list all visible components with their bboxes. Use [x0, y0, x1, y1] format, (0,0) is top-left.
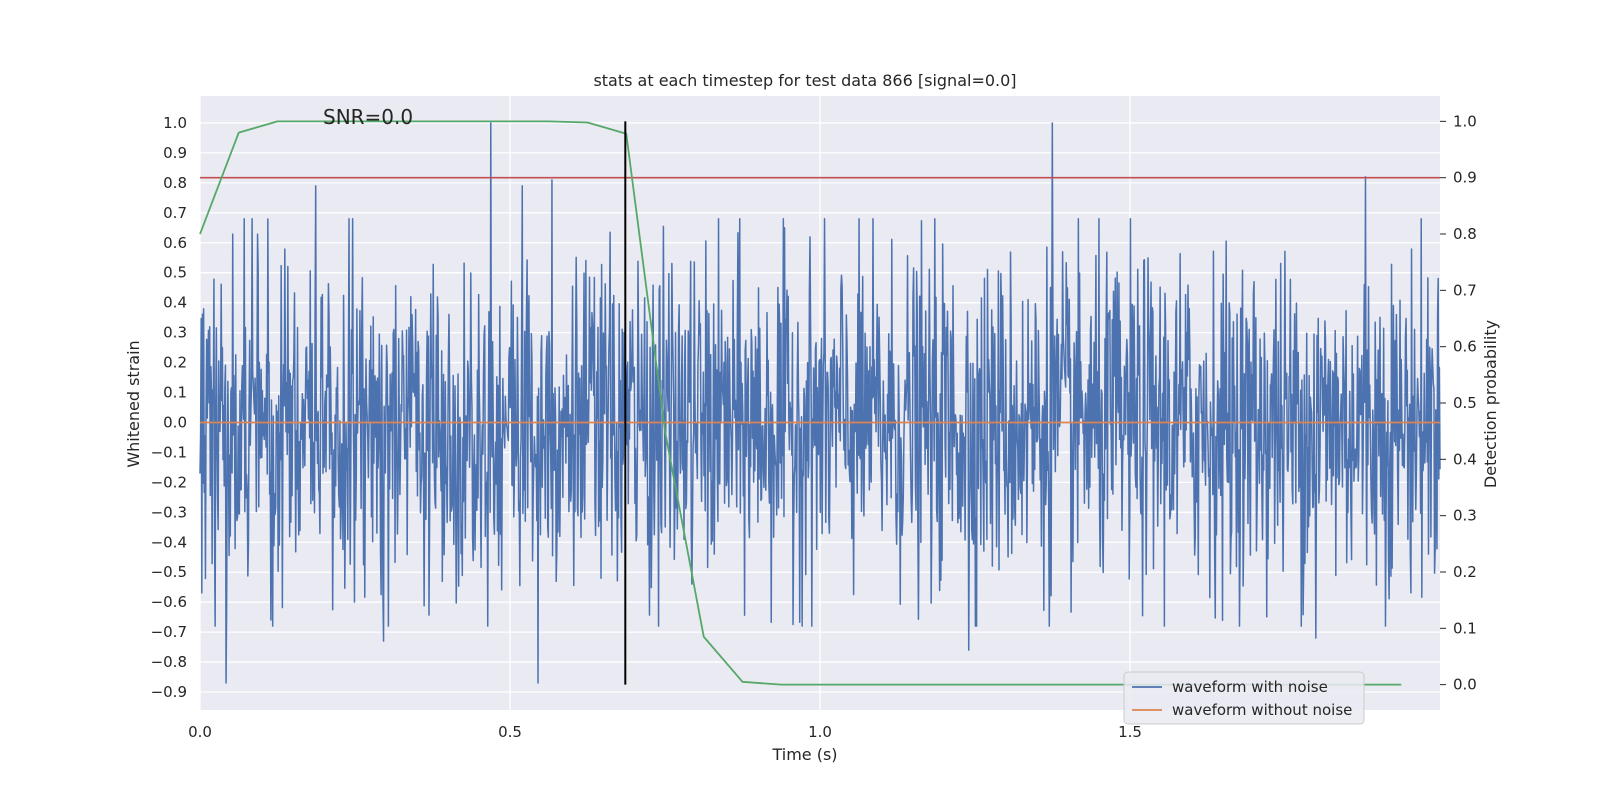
y-tick-label: −0.1 — [151, 443, 187, 461]
y-tick-label: −0.8 — [151, 653, 187, 671]
y-tick-label: −0.9 — [151, 683, 187, 701]
y-tick-label: 0.5 — [163, 264, 187, 282]
x-tick-label: 0.5 — [498, 723, 522, 741]
y2-tick-label: 0.1 — [1453, 619, 1477, 637]
series-waveform-with-noise — [199, 122, 1441, 684]
x-tick-label: 0.0 — [188, 723, 212, 741]
y-tick-label: 0.9 — [163, 144, 187, 162]
y-tick-label: −0.6 — [151, 593, 187, 611]
y2-axis-ticks: 0.0 0.1 0.2 0.3 0.4 0.5 0.6 0.7 0.8 0.9 1.0 — [1440, 112, 1477, 694]
y2-tick-label: 0.6 — [1453, 338, 1477, 356]
y2-tick-label: 0.7 — [1453, 281, 1477, 299]
y-tick-label: 0.8 — [163, 174, 187, 192]
y2-tick-label: 0.2 — [1453, 563, 1477, 581]
y-tick-label: 1.0 — [163, 114, 187, 132]
y2-tick-label: 0.5 — [1453, 394, 1477, 412]
y-tick-label: 0.4 — [163, 294, 187, 312]
x-axis-ticks: 0.0 0.5 1.0 1.5 — [188, 723, 1142, 741]
snr-annotation: SNR=0.0 — [323, 105, 413, 129]
x-axis-label: Time (s) — [771, 745, 837, 764]
y2-axis-label: Detection probability — [1481, 320, 1500, 488]
y2-tick-label: 0.0 — [1453, 676, 1477, 694]
legend-label: waveform without noise — [1172, 701, 1352, 719]
y-tick-label: −0.3 — [151, 503, 187, 521]
legend-label: waveform with noise — [1172, 678, 1328, 696]
x-tick-label: 1.5 — [1118, 723, 1142, 741]
chart-title: stats at each timestep for test data 866… — [593, 71, 1016, 90]
y-tick-label: 0.0 — [163, 413, 187, 431]
y-tick-label: 0.2 — [163, 354, 187, 372]
y-tick-label: 0.3 — [163, 324, 187, 342]
y-tick-label: −0.2 — [151, 473, 187, 491]
y-tick-label: −0.7 — [151, 623, 187, 641]
y2-tick-label: 0.4 — [1453, 450, 1477, 468]
y-tick-label: −0.4 — [151, 533, 187, 551]
y2-tick-label: 0.3 — [1453, 507, 1477, 525]
x-tick-label: 1.0 — [808, 723, 832, 741]
y-axis-label: Whitened strain — [124, 340, 143, 467]
y-axis-ticks: −0.9 −0.8 −0.7 −0.6 −0.5 −0.4 −0.3 −0.2 −0.1 0.0 0… — [151, 114, 187, 701]
y-tick-label: 0.7 — [163, 204, 187, 222]
y-tick-label: −0.5 — [151, 563, 187, 581]
y2-tick-label: 0.8 — [1453, 225, 1477, 243]
legend-box — [1123, 671, 1365, 725]
y-tick-label: 0.1 — [163, 384, 187, 402]
legend: waveform with noise waveform without nois… — [1123, 671, 1365, 725]
y2-tick-label: 1.0 — [1453, 112, 1477, 130]
y2-tick-label: 0.9 — [1453, 169, 1477, 187]
y-tick-label: 0.6 — [163, 234, 187, 252]
